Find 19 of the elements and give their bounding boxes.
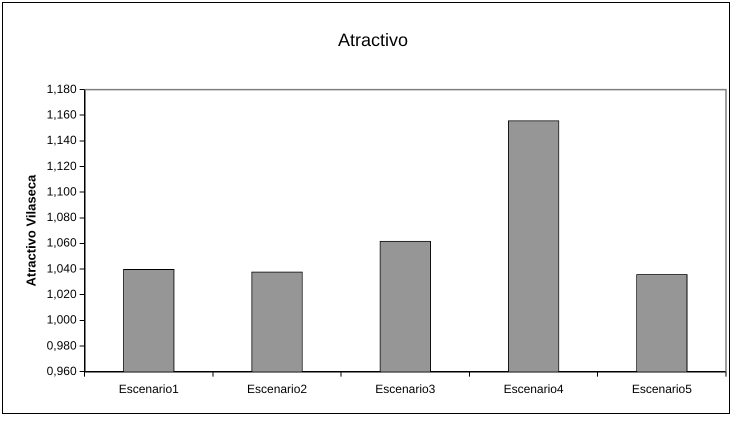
y-tick-label: 1,100 [46, 184, 77, 198]
x-tick-label: Escenario3 [375, 382, 436, 396]
y-tick-label: 1,160 [46, 108, 77, 122]
y-tick-label: 1,020 [46, 287, 77, 302]
x-tick-label: Escenario4 [504, 382, 564, 396]
x-tick-label: Escenario2 [247, 382, 308, 396]
x-tick-label: Escenario5 [632, 382, 692, 396]
y-tick-label: 1,140 [46, 133, 77, 148]
y-tick-label: 0,960 [46, 364, 77, 378]
y-tick-label: 1,060 [46, 236, 77, 250]
y-tick-label: 0,980 [46, 338, 77, 352]
y-tick-label: 1,080 [46, 210, 77, 224]
x-tick-label: Escenario1 [118, 382, 180, 396]
y-tick-label: 1,000 [46, 312, 77, 327]
y-tick-label: 1,180 [46, 82, 77, 96]
y-tick-label: 1,040 [46, 261, 77, 276]
y-tick-label: 1,120 [46, 158, 77, 173]
y-axis-title: Atractivo Vilaseca [23, 174, 38, 286]
chart-title: Atractivo [338, 30, 408, 50]
